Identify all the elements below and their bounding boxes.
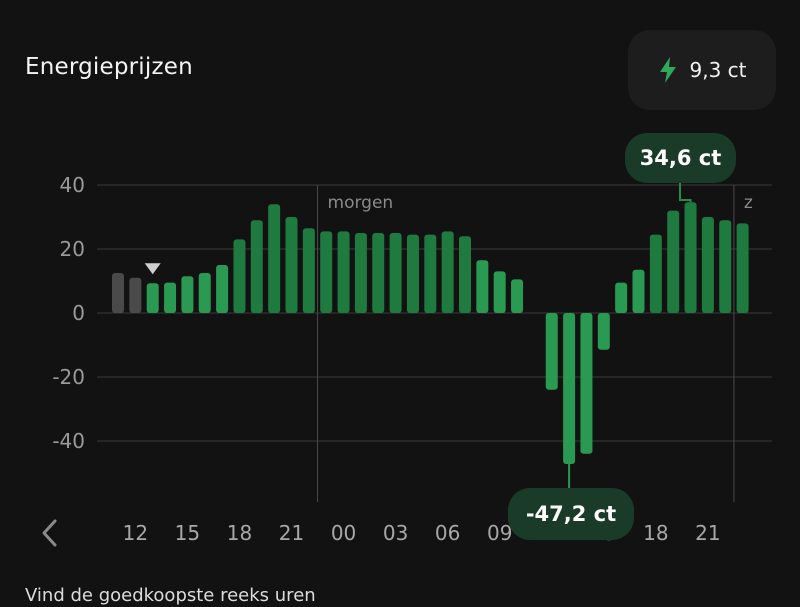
current-price-value: 9,3 ct <box>689 58 747 82</box>
energy-price-chart: 40200-20-40morgenz1215182100030609121518… <box>52 173 772 545</box>
price-bar <box>511 279 524 313</box>
price-bar <box>337 231 350 313</box>
lightning-bolt-icon <box>660 57 677 83</box>
x-tick-label: 18 <box>643 521 668 545</box>
price-bar <box>112 273 124 313</box>
price-bar <box>701 217 714 313</box>
day-label: z <box>744 193 753 213</box>
price-bar <box>181 276 194 313</box>
price-bar <box>476 260 489 313</box>
price-bar <box>667 210 680 313</box>
y-tick-label: -20 <box>52 365 85 389</box>
current-hour-marker <box>144 263 161 275</box>
price-bar <box>302 228 315 313</box>
price-bar <box>580 313 593 454</box>
price-bar <box>684 202 697 313</box>
price-bar <box>563 313 576 465</box>
x-tick-label: 00 <box>331 521 356 545</box>
price-bar <box>285 217 298 313</box>
price-bar <box>372 233 385 313</box>
day-label: morgen <box>328 193 394 213</box>
price-bar <box>649 234 662 313</box>
price-bar <box>424 234 437 313</box>
price-bar <box>389 233 402 313</box>
y-tick-label: 40 <box>60 173 85 197</box>
price-bar <box>493 271 506 313</box>
max-price-callout: 34,6 ct <box>625 133 736 183</box>
price-bar <box>632 269 645 313</box>
x-tick-label: 18 <box>227 521 252 545</box>
price-bar <box>233 239 246 313</box>
price-bar <box>441 231 454 313</box>
chevron-left-icon[interactable] <box>36 516 64 550</box>
price-bar <box>216 265 229 313</box>
x-tick-label: 12 <box>123 521 148 545</box>
price-bar <box>250 220 263 313</box>
page-title: Energieprijzen <box>25 54 193 80</box>
current-price-badge[interactable]: 9,3 ct <box>628 30 776 110</box>
price-bar <box>354 233 367 313</box>
price-bar <box>736 223 749 313</box>
price-bar <box>597 313 610 350</box>
x-tick-label: 21 <box>695 521 720 545</box>
min-price-callout: -47,2 ct <box>508 488 634 540</box>
price-bar <box>459 236 471 313</box>
price-bar <box>719 220 732 313</box>
price-bar <box>615 282 628 313</box>
price-bar <box>146 283 159 313</box>
price-bar <box>164 282 177 313</box>
x-tick-label: 21 <box>279 521 304 545</box>
price-bar <box>545 313 558 390</box>
x-tick-label: 06 <box>435 521 460 545</box>
x-tick-label: 03 <box>383 521 408 545</box>
max-callout-connector <box>679 183 692 203</box>
price-bar <box>129 277 142 313</box>
price-bar <box>198 273 211 313</box>
y-tick-label: 20 <box>60 237 85 261</box>
x-tick-label: 15 <box>175 521 200 545</box>
y-tick-label: -40 <box>52 429 85 453</box>
price-bar <box>268 204 281 313</box>
price-bar <box>320 231 333 313</box>
cheapest-hours-link[interactable]: Vind de goedkoopste reeks uren <box>25 585 316 606</box>
y-tick-label: 0 <box>72 301 85 325</box>
price-bar <box>406 234 419 313</box>
